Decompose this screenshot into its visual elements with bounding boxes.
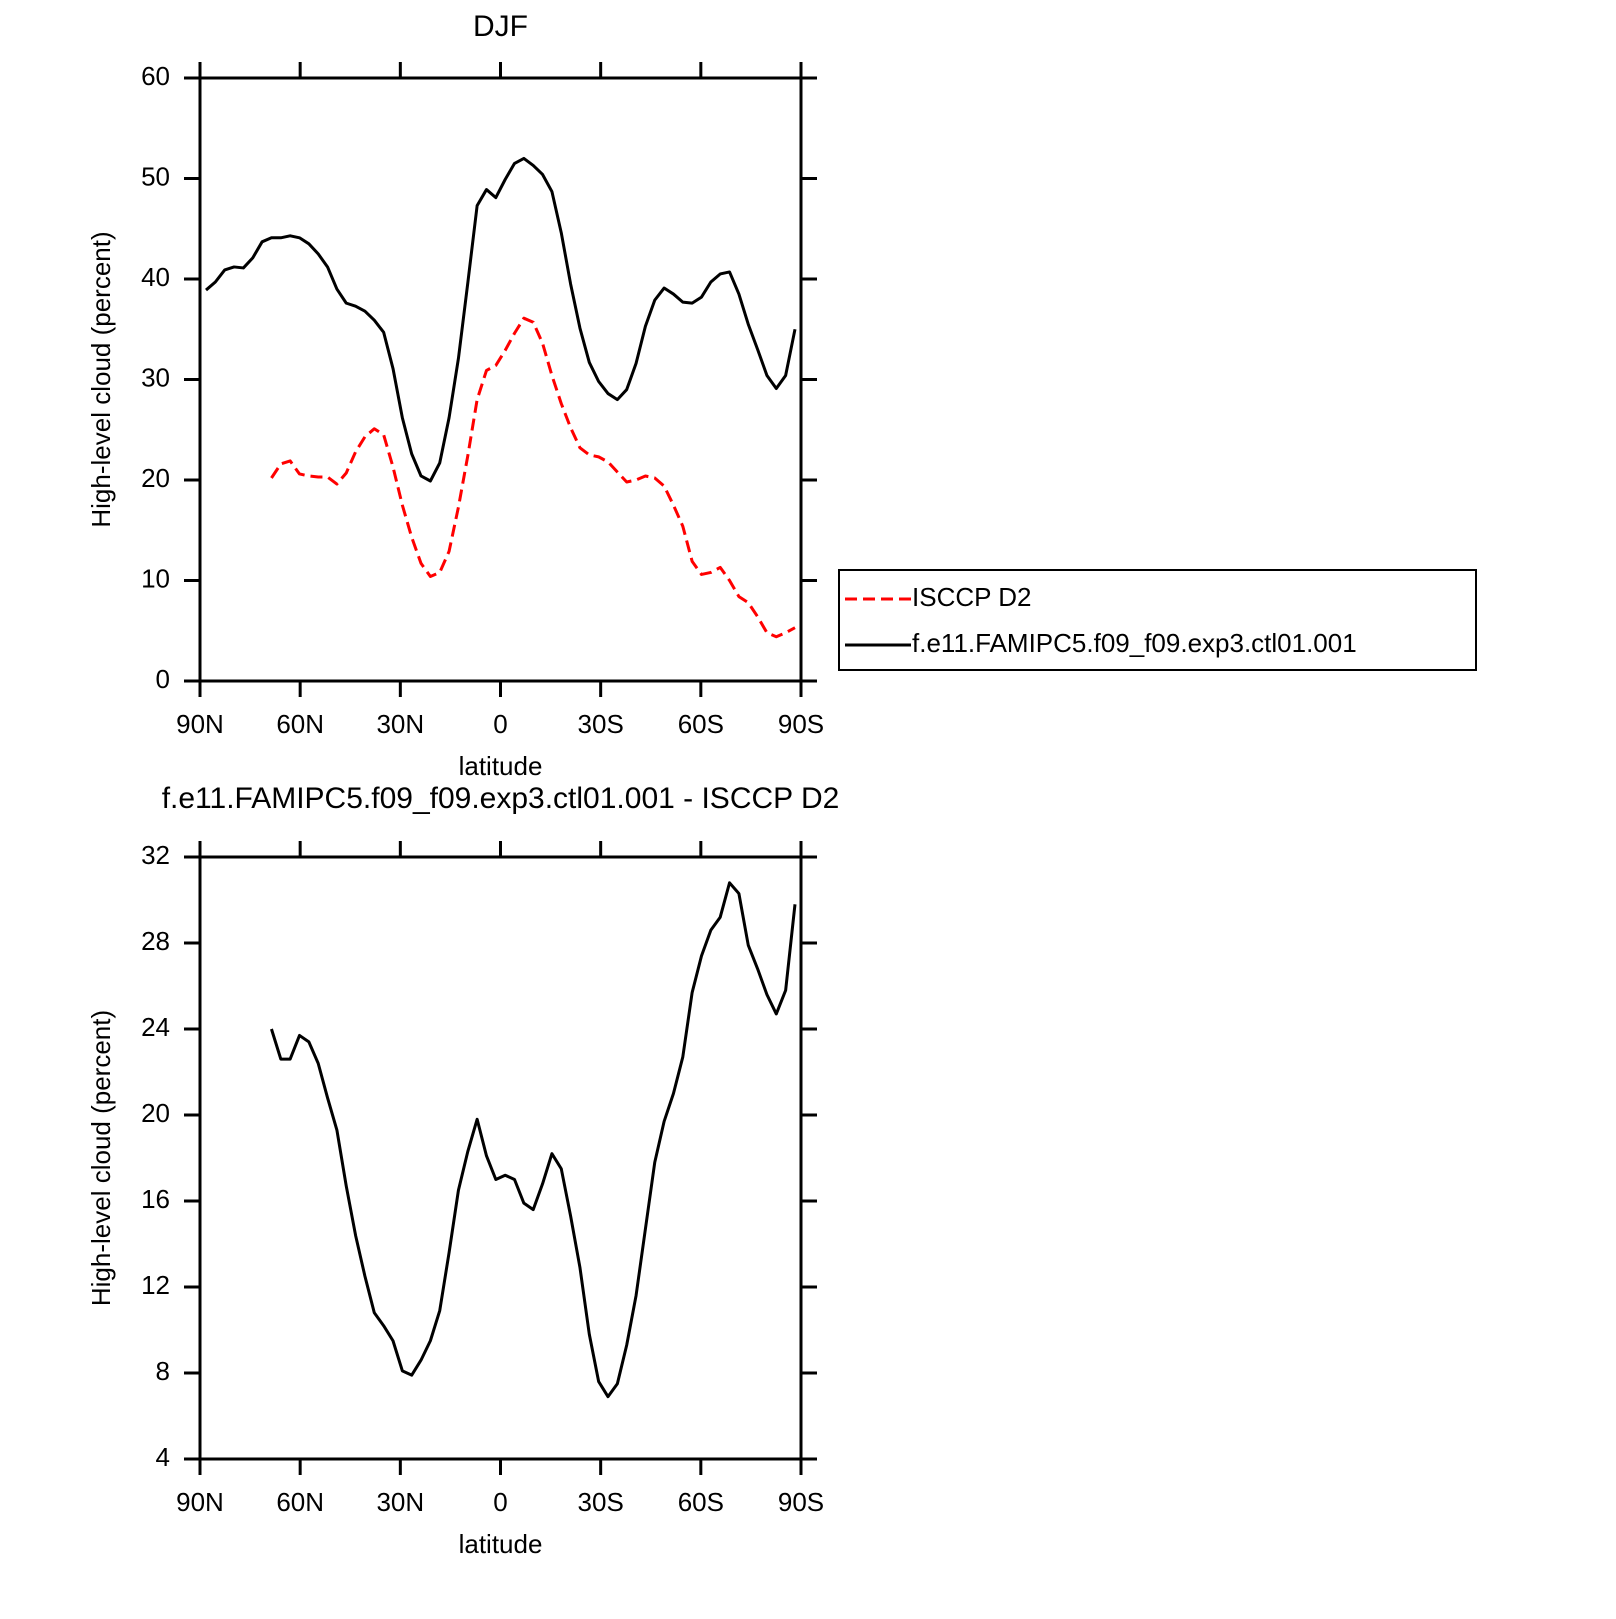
legend-box — [838, 569, 1477, 671]
x-tick-label: 90S — [778, 709, 824, 739]
x-tick-label: 90N — [176, 709, 224, 739]
y-tick-label: 28 — [141, 926, 170, 956]
x-tick-label: 30N — [376, 709, 424, 739]
x-axis-label: latitude — [459, 751, 543, 781]
y-tick-label: 8 — [156, 1356, 170, 1386]
data-line — [270, 881, 797, 1399]
chart-title: f.e11.FAMIPC5.f09_f09.exp3.ctl01.001 - I… — [162, 782, 840, 815]
x-tick-label: 90N — [176, 1487, 224, 1517]
y-tick-label: 16 — [141, 1184, 170, 1214]
y-tick-label: 24 — [141, 1012, 170, 1042]
x-tick-label: 60S — [678, 1487, 724, 1517]
legend-label: ISCCP D2 — [912, 582, 1031, 612]
x-tick-label: 30N — [376, 1487, 424, 1517]
legend-label: f.e11.FAMIPC5.f09_f09.exp3.ctl01.001 — [912, 628, 1357, 658]
y-tick-label: 40 — [141, 262, 170, 292]
plot-frame — [198, 76, 803, 683]
y-tick-label: 20 — [141, 1098, 170, 1128]
x-tick-label: 90S — [778, 1487, 824, 1517]
plot-frame — [198, 855, 803, 1461]
y-axis-label: High-level cloud (percent) — [86, 1010, 116, 1306]
chart-title: DJF — [473, 10, 528, 43]
y-tick-label: 0 — [156, 664, 170, 694]
y-tick-label: 4 — [156, 1442, 170, 1472]
x-tick-label: 30S — [578, 1487, 624, 1517]
y-tick-label: 50 — [141, 161, 170, 191]
y-tick-label: 20 — [141, 463, 170, 493]
x-tick-label: 0 — [493, 709, 507, 739]
y-axis-label: High-level cloud (percent) — [86, 231, 116, 527]
y-tick-label: 60 — [141, 61, 170, 91]
x-tick-label: 0 — [493, 1487, 507, 1517]
data-line — [270, 316, 796, 639]
x-tick-label: 60N — [276, 709, 324, 739]
y-tick-label: 30 — [141, 362, 170, 392]
x-tick-label: 60N — [276, 1487, 324, 1517]
y-tick-label: 12 — [141, 1270, 170, 1300]
x-tick-label: 30S — [578, 709, 624, 739]
y-tick-label: 10 — [141, 563, 170, 593]
x-axis-label: latitude — [459, 1529, 543, 1559]
y-tick-label: 32 — [141, 840, 170, 870]
data-line — [205, 156, 797, 483]
x-tick-label: 60S — [678, 709, 724, 739]
